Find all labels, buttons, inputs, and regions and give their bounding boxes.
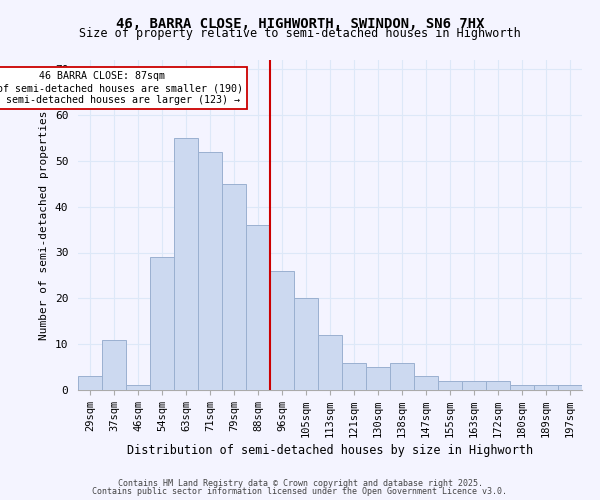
Bar — [198, 152, 222, 390]
Bar — [174, 138, 198, 390]
Bar — [78, 376, 102, 390]
Bar — [486, 381, 510, 390]
Text: Contains HM Land Registry data © Crown copyright and database right 2025.: Contains HM Land Registry data © Crown c… — [118, 480, 482, 488]
X-axis label: Distribution of semi-detached houses by size in Highworth: Distribution of semi-detached houses by … — [127, 444, 533, 457]
Bar — [318, 335, 342, 390]
Bar — [558, 386, 582, 390]
Text: 46, BARRA CLOSE, HIGHWORTH, SWINDON, SN6 7HX: 46, BARRA CLOSE, HIGHWORTH, SWINDON, SN6… — [116, 18, 484, 32]
Bar — [510, 386, 534, 390]
Bar — [462, 381, 486, 390]
Bar — [126, 386, 150, 390]
Bar — [294, 298, 318, 390]
Text: Contains public sector information licensed under the Open Government Licence v3: Contains public sector information licen… — [92, 487, 508, 496]
Bar — [270, 271, 294, 390]
Bar — [102, 340, 126, 390]
Bar — [366, 367, 390, 390]
Bar — [246, 225, 270, 390]
Text: Size of property relative to semi-detached houses in Highworth: Size of property relative to semi-detach… — [79, 28, 521, 40]
Bar — [438, 381, 462, 390]
Bar — [222, 184, 246, 390]
Bar — [414, 376, 438, 390]
Bar — [534, 386, 558, 390]
Bar — [390, 362, 414, 390]
Bar — [150, 257, 174, 390]
Y-axis label: Number of semi-detached properties: Number of semi-detached properties — [39, 110, 49, 340]
Text: 46 BARRA CLOSE: 87sqm
← 60% of semi-detached houses are smaller (190)
39% of sem: 46 BARRA CLOSE: 87sqm ← 60% of semi-deta… — [0, 72, 243, 104]
Bar — [342, 362, 366, 390]
